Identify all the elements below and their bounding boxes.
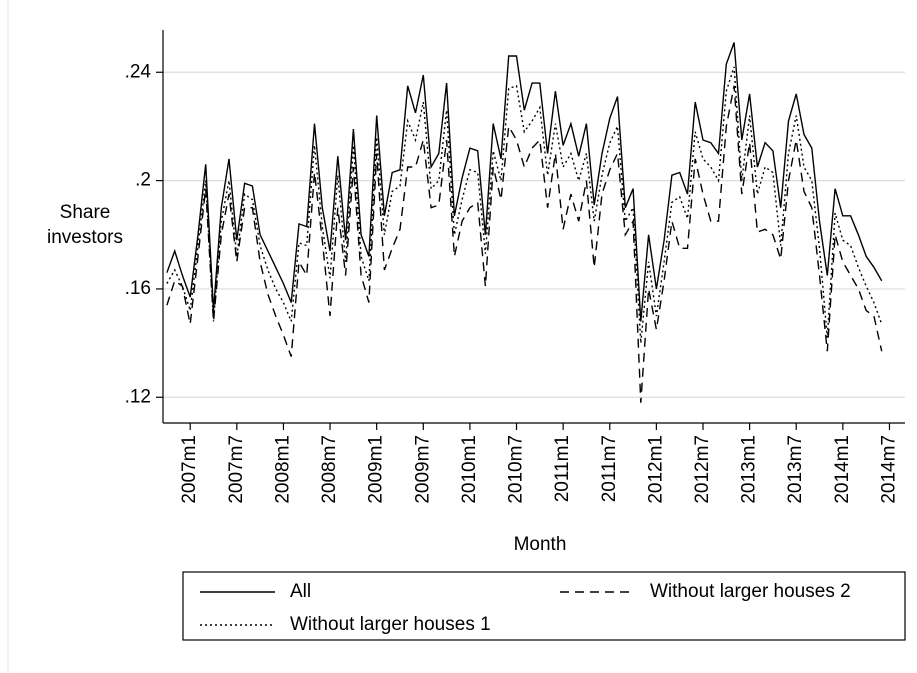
x-tick-label: 2012m7	[692, 435, 713, 504]
x-tick-label: 2011m1	[552, 435, 573, 502]
x-tick-label: 2009m1	[366, 435, 387, 504]
y-tick-label: .2	[135, 170, 151, 191]
series-line	[166, 42, 883, 322]
y-axis-title: Share	[60, 202, 111, 223]
legend-box	[182, 571, 906, 641]
legend-label: All	[290, 581, 311, 602]
x-axis-title: Month	[514, 534, 567, 555]
x-tick-label: 2013m7	[785, 435, 806, 504]
x-tick-label: 2011m7	[599, 435, 620, 502]
x-tick-label: 2007m7	[226, 435, 247, 504]
x-tick-label: 2008m1	[272, 435, 293, 504]
x-tick-label: 2013m1	[739, 435, 760, 504]
legend-label: Without larger houses 2	[650, 581, 851, 602]
x-tick-label: 2008m7	[319, 435, 340, 504]
y-tick-label: .16	[125, 278, 151, 299]
legend-label: Without larger houses 1	[290, 614, 491, 635]
x-tick-label: 2014m7	[878, 435, 899, 504]
x-tick-label: 2010m1	[459, 435, 480, 504]
series-line	[166, 85, 883, 403]
series-line	[166, 66, 883, 344]
y-tick-label: .12	[125, 386, 151, 407]
x-tick-label: 2014m1	[832, 435, 853, 504]
y-tick-label: .24	[125, 61, 152, 82]
x-tick-label: 2007m1	[179, 435, 200, 504]
x-tick-label: 2012m1	[645, 435, 666, 504]
x-tick-label: 2010m7	[506, 435, 527, 504]
y-axis-title: investors	[47, 227, 123, 248]
x-tick-label: 2009m7	[412, 435, 433, 504]
